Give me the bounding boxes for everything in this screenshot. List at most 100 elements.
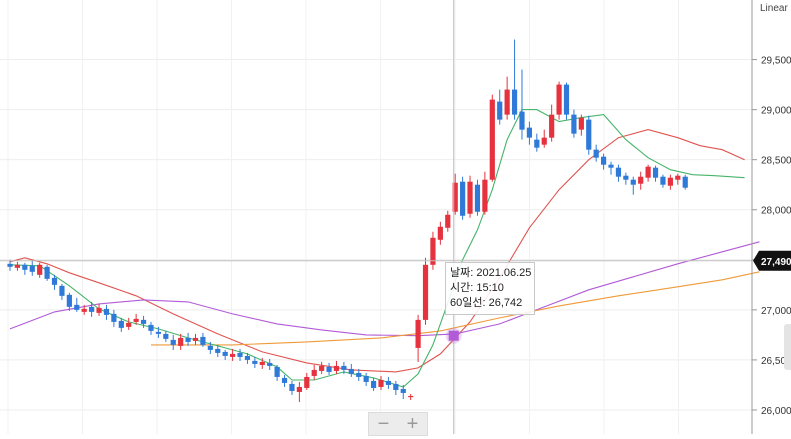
candle-body — [200, 336, 206, 345]
candle-body — [111, 313, 117, 322]
candle-body — [489, 99, 495, 180]
candle-body — [103, 308, 110, 315]
y-tick-label: 28,000 — [761, 206, 791, 217]
y-tick-label: 26,500 — [761, 356, 791, 367]
candle-body — [281, 377, 288, 383]
candle-body — [304, 376, 310, 388]
candle-body — [133, 318, 139, 322]
candle-body — [363, 375, 369, 382]
candle-body — [333, 365, 340, 371]
candle-body — [22, 264, 28, 270]
candle-body — [534, 139, 540, 148]
zoom-in-button[interactable]: + — [406, 412, 419, 435]
candle-body — [289, 383, 295, 391]
candle-body — [408, 395, 414, 398]
candle-body — [163, 333, 169, 339]
candle-body — [356, 372, 362, 377]
candle-body — [37, 264, 43, 275]
candle-body — [14, 264, 21, 268]
candle-body — [140, 319, 147, 324]
ma60-marker — [448, 330, 459, 341]
candle-body — [422, 264, 429, 320]
candle-body — [586, 119, 592, 150]
candle-body — [497, 101, 503, 120]
candle-body — [682, 176, 688, 188]
zoom-control: − + — [368, 412, 428, 436]
scale-type-label[interactable]: Linear — [760, 3, 788, 14]
candle-body — [445, 214, 451, 228]
candle-body — [549, 114, 555, 138]
candle-body — [259, 361, 265, 365]
candle-body — [385, 380, 392, 385]
candle-body — [7, 263, 13, 267]
candle-body — [215, 348, 221, 353]
candle-body — [59, 285, 65, 296]
candle-body — [185, 337, 191, 342]
candle-body — [452, 182, 458, 212]
current-price-tag — [753, 250, 791, 271]
y-tick-label: 28,500 — [761, 156, 791, 167]
zoom-out-button[interactable]: − — [377, 412, 390, 435]
candle-body — [118, 320, 124, 328]
candle-body — [660, 176, 666, 185]
candle-body — [319, 365, 325, 371]
candle-body — [593, 149, 599, 158]
candle-body — [623, 175, 629, 180]
candle-body — [89, 306, 95, 312]
candle-body — [244, 355, 251, 360]
candle-body — [170, 339, 176, 345]
tooltip-ma-value: 60일선: 26,742 — [450, 297, 523, 309]
candle-body — [511, 89, 518, 115]
candle-body — [675, 175, 681, 180]
y-tick-label: 29,500 — [761, 56, 791, 67]
candle-body — [519, 111, 525, 130]
y-axis: 26,00026,50027,00027,50028,00028,50029,0… — [751, 0, 791, 434]
candle-body — [81, 308, 87, 312]
tooltip-time: 시간: 15:10 — [450, 282, 504, 294]
crosshair — [0, 0, 752, 434]
candle-body — [274, 366, 280, 377]
candle-body — [393, 383, 399, 390]
candle-body — [571, 114, 577, 134]
grid-lines — [0, 0, 752, 434]
current-price-label: 27,490 — [761, 257, 791, 268]
candle-body — [467, 181, 473, 214]
candle-body — [29, 265, 35, 272]
candle-body — [630, 179, 636, 185]
candle-body — [652, 167, 659, 178]
candle-body — [601, 156, 607, 165]
side-panel-handle[interactable] — [784, 324, 791, 370]
candle-body — [74, 304, 80, 310]
candle-body — [400, 388, 406, 393]
candle-body — [578, 117, 584, 130]
candle-body — [474, 184, 481, 212]
candle-body — [126, 322, 132, 327]
candle-body — [341, 365, 347, 370]
candle-body — [430, 237, 436, 265]
candle-body — [638, 176, 644, 184]
candle-body — [66, 294, 72, 307]
candle-body — [526, 127, 532, 138]
candle-body — [207, 345, 213, 350]
candle-body — [178, 337, 184, 346]
candle-body — [311, 369, 317, 376]
candle-body — [296, 386, 302, 392]
candle-body — [460, 181, 466, 216]
ma5-line — [9, 109, 745, 388]
candlestick-series — [7, 39, 688, 402]
candle-body — [326, 366, 332, 372]
candle-body — [267, 362, 273, 366]
ma60-line — [9, 241, 760, 337]
ma20-line — [9, 129, 745, 373]
candle-body — [230, 353, 236, 357]
candle-body — [155, 331, 161, 334]
candle-body — [222, 351, 228, 356]
candle-body — [667, 177, 673, 186]
tooltip-date: 날짜: 2021.06.25 — [450, 267, 532, 279]
y-tick-label: 27,000 — [761, 306, 791, 317]
candle-body — [556, 84, 562, 115]
candle-body — [192, 337, 199, 341]
candle-body — [237, 352, 243, 357]
